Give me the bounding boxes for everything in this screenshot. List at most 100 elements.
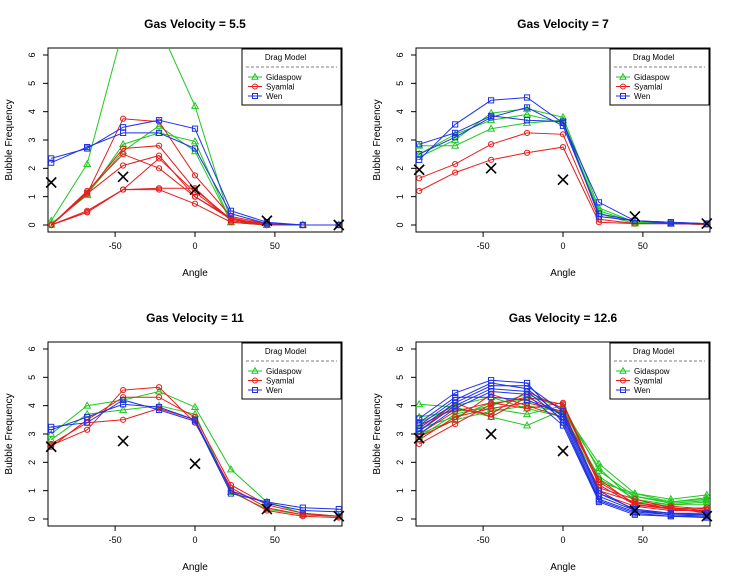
y-tick-label: 6: [395, 346, 405, 351]
x-tick-label: 50: [638, 535, 648, 545]
plot-area: [416, 377, 710, 521]
x-tick-label: 0: [560, 241, 565, 251]
data-point-syamlal: [119, 151, 127, 158]
data-point-wen: [155, 117, 163, 124]
plot-area: [48, 48, 342, 229]
data-point-gidaspow: [451, 141, 460, 149]
data-point-gidaspow: [155, 121, 164, 129]
data-point-wen: [452, 129, 459, 137]
data-point-syamlal: [452, 420, 459, 428]
x-axis-label: Angle: [182, 562, 208, 573]
x-tick-label: -50: [477, 535, 490, 545]
data-point-gidaspow: [487, 124, 496, 132]
data-point-wen: [523, 382, 531, 389]
legend-title: Drag Model: [633, 347, 675, 356]
data-point-gidaspow: [155, 387, 164, 395]
plot-area: [48, 384, 342, 521]
legend-label-wen: Wen: [634, 92, 650, 101]
legend-marker-gidaspow: [251, 366, 259, 374]
data-point-wen: [703, 511, 710, 518]
series-line-syamlal: [50, 118, 339, 226]
data-point-wen: [155, 403, 163, 411]
legend-label-wen: Wen: [266, 386, 282, 395]
observed-stroke: [261, 503, 273, 515]
series-line-wen: [51, 403, 339, 513]
panel-title: Gas Velocity = 12.6: [509, 311, 618, 325]
series-line-syamlal: [418, 402, 707, 510]
data-point-wen: [119, 129, 127, 137]
y-tick-label: 2: [27, 460, 37, 465]
observed-marker: [557, 445, 569, 457]
observed-marker: [45, 176, 57, 189]
data-point-wen: [452, 121, 459, 128]
data-point-wen: [416, 151, 423, 158]
data-point-syamlal: [523, 129, 531, 137]
y-tick-label: 0: [395, 516, 405, 521]
y-tick-label: 3: [27, 137, 37, 142]
legend-label-gidaspow: Gidaspow: [266, 367, 302, 376]
data-point-syamlal: [48, 443, 55, 450]
x-tick-label: -50: [109, 241, 122, 251]
observed-stroke: [117, 435, 129, 447]
observed-marker: [485, 162, 497, 174]
x-tick-label: 0: [560, 535, 565, 545]
legend-marker-gidaspow: [619, 72, 627, 80]
observed-stroke: [189, 184, 201, 196]
series-line-syamlal: [419, 132, 707, 225]
y-tick-label: 1: [395, 488, 405, 493]
observed-stroke: [333, 219, 345, 231]
data-point-wen: [559, 122, 567, 129]
data-point-syamlal: [559, 143, 567, 151]
plot-area: [416, 94, 710, 228]
y-tick-label: 3: [27, 431, 37, 436]
x-axis-label: Angle: [550, 562, 576, 573]
observed-stroke: [485, 162, 497, 174]
data-point-wen: [299, 221, 306, 229]
data-point-wen: [416, 415, 423, 422]
data-point-wen: [487, 112, 495, 120]
data-point-syamlal: [119, 162, 127, 169]
data-point-gidaspow: [83, 159, 92, 167]
series-line-syamlal: [418, 146, 707, 225]
y-axis-label: Bubble Frequency: [4, 99, 15, 180]
y-tick-label: 2: [27, 166, 37, 171]
x-tick-label: 50: [270, 535, 280, 545]
x-axis-label: Angle: [550, 268, 576, 279]
y-tick-label: 5: [395, 375, 405, 380]
data-point-wen: [559, 118, 567, 125]
observed-stroke: [413, 432, 425, 444]
legend-marker-syamlal: [252, 377, 258, 384]
y-tick-label: 6: [27, 346, 37, 351]
data-point-wen: [667, 219, 674, 226]
y-axis-label: Bubble Frequency: [372, 393, 383, 474]
observed-marker: [261, 215, 273, 227]
data-point-wen: [523, 391, 531, 398]
observed-marker: [117, 435, 129, 447]
data-point-wen: [559, 408, 567, 415]
data-point-wen: [191, 125, 199, 132]
x-tick-label: 0: [192, 535, 197, 545]
y-tick-label: 4: [395, 109, 405, 114]
legend-label-gidaspow: Gidaspow: [266, 73, 302, 82]
x-axis-label: Angle: [182, 268, 208, 279]
data-point-wen: [523, 94, 531, 101]
observed-stroke: [701, 510, 713, 522]
data-point-wen: [523, 117, 531, 124]
data-point-syamlal: [155, 142, 163, 149]
data-point-syamlal: [452, 416, 459, 423]
y-tick-label: 1: [27, 488, 37, 493]
legend-marker-wen: [620, 93, 626, 99]
legend-marker-syamlal: [620, 83, 626, 90]
data-point-wen: [416, 425, 423, 432]
panel-title: Gas Velocity = 5.5: [144, 17, 246, 31]
data-point-syamlal: [523, 149, 531, 156]
data-point-syamlal: [335, 513, 342, 520]
data-point-syamlal: [416, 175, 423, 182]
data-point-wen: [191, 145, 199, 152]
data-point-wen: [84, 413, 91, 421]
x-tick-label: -50: [477, 241, 490, 251]
data-point-syamlal: [155, 155, 163, 162]
